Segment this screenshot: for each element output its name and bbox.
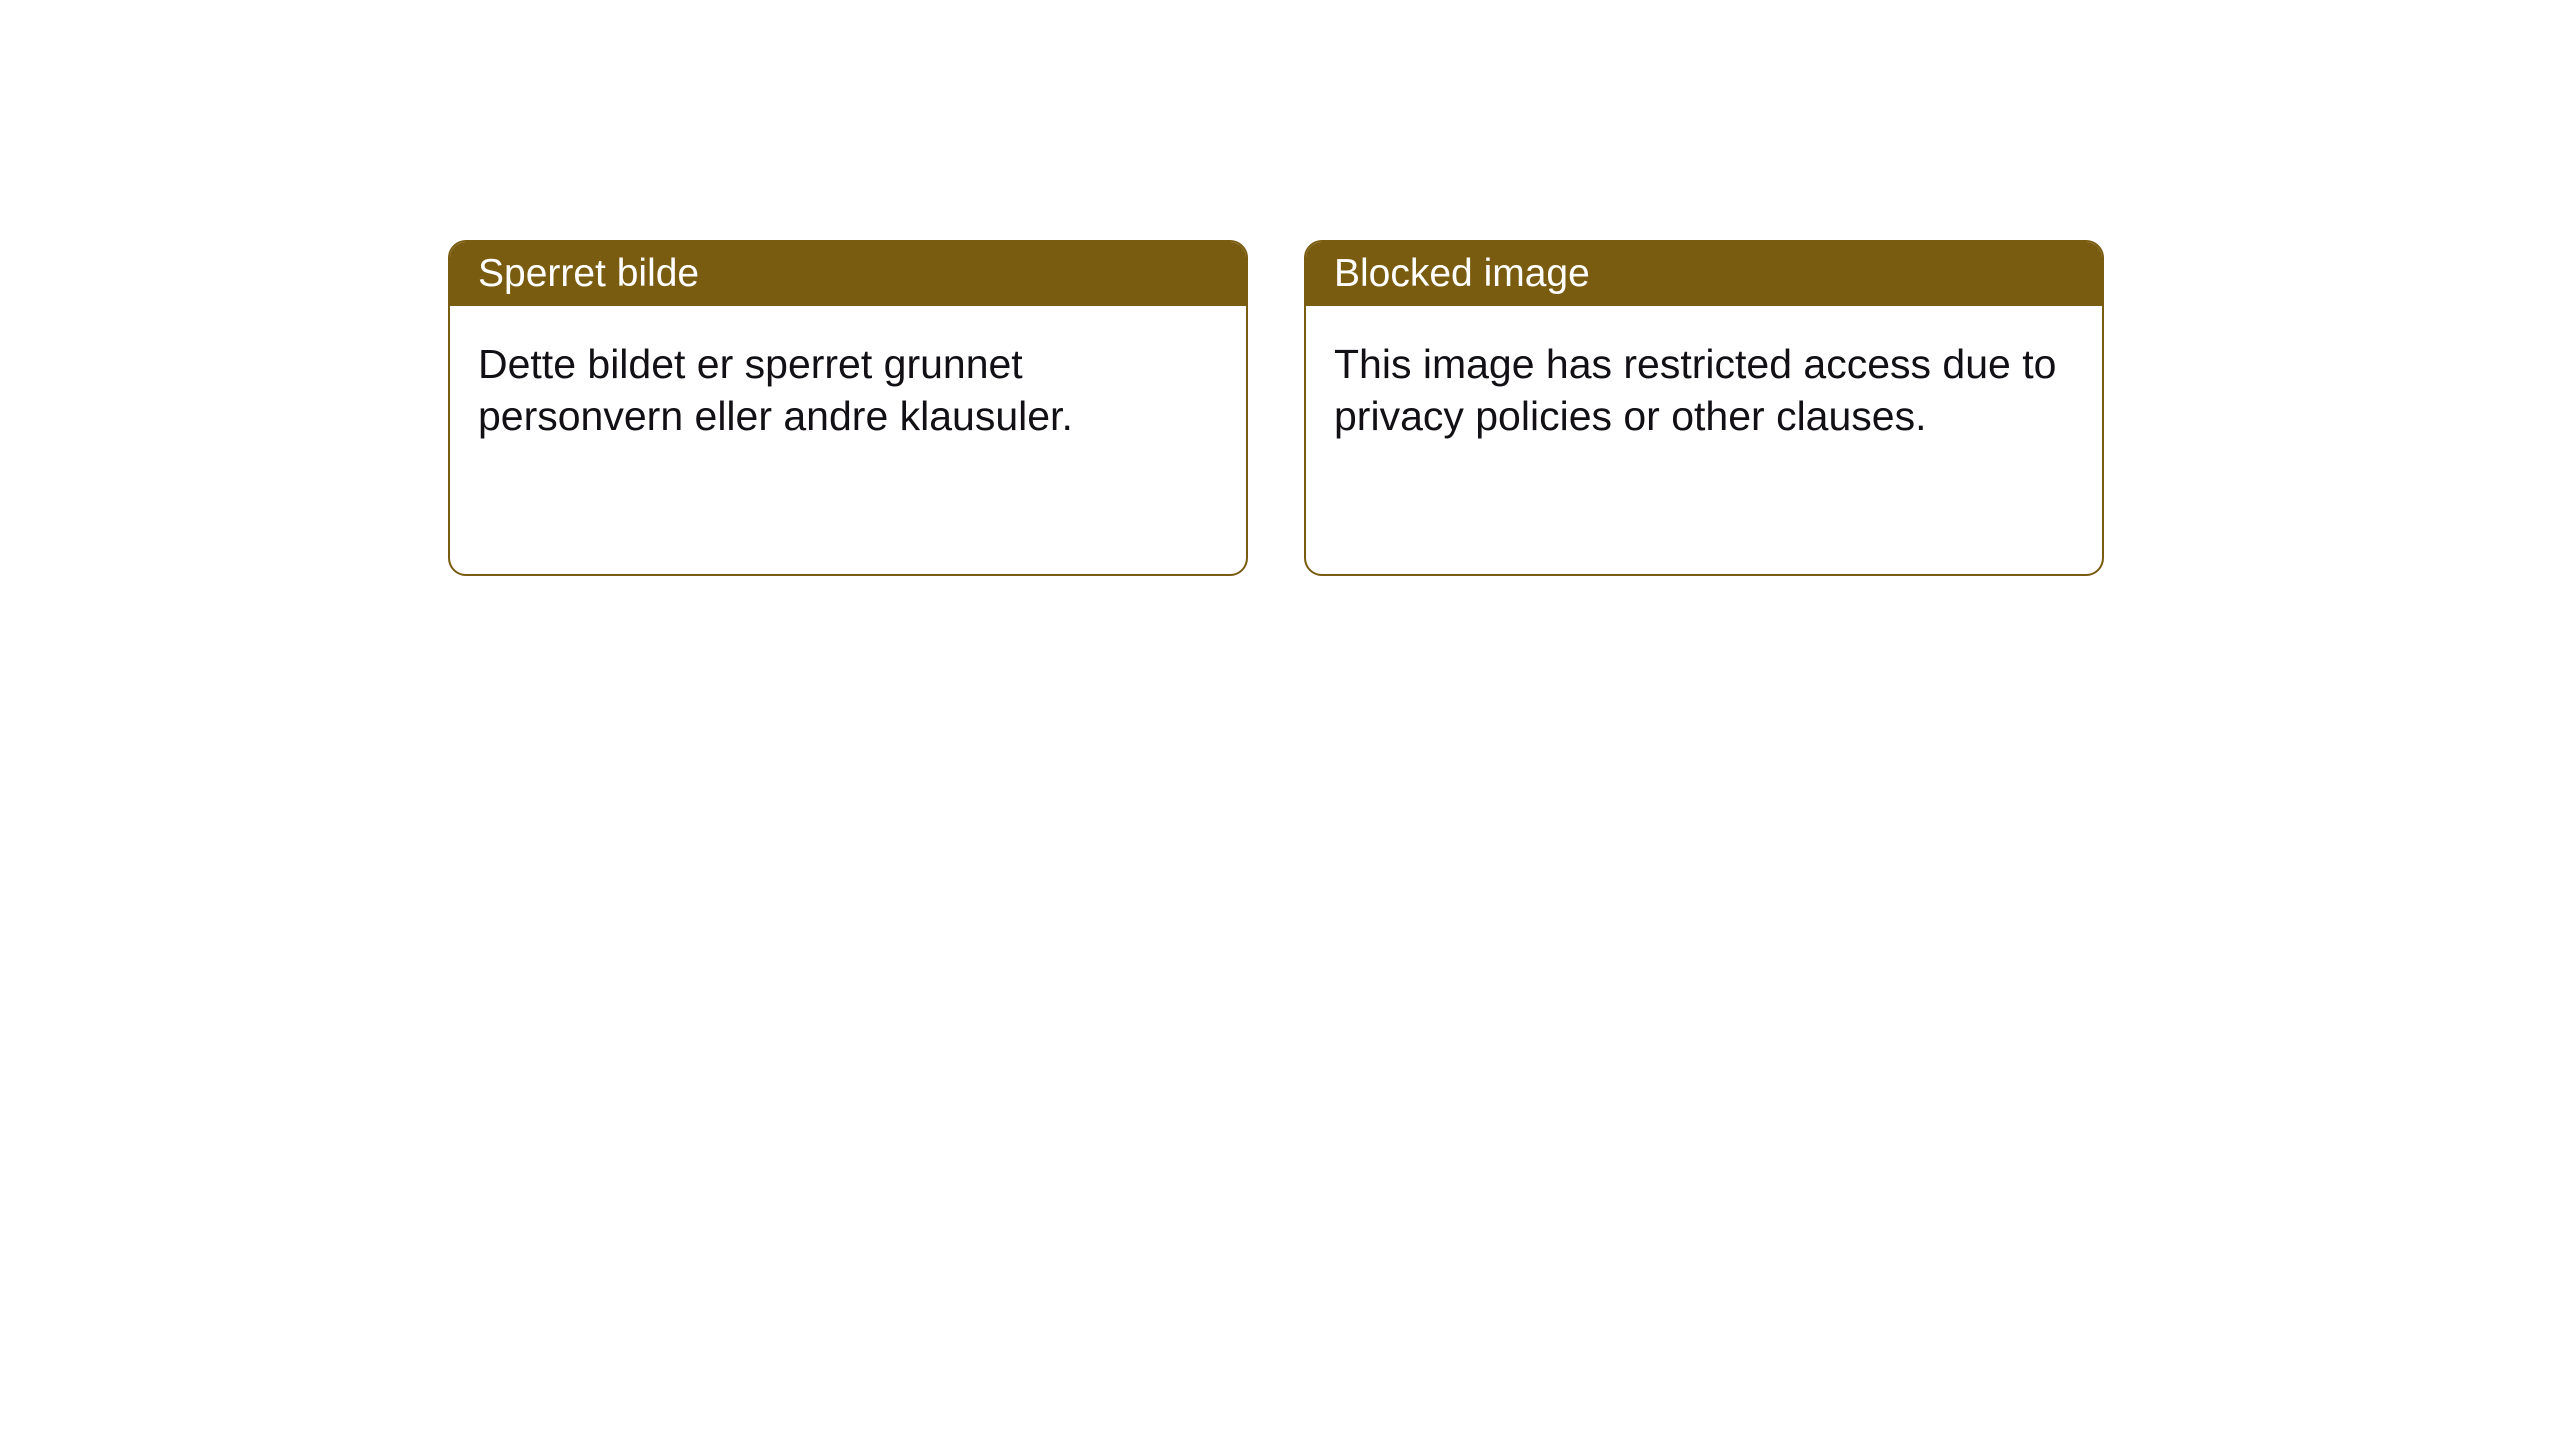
card-message-en: This image has restricted access due to … bbox=[1334, 341, 2056, 439]
card-body-en: This image has restricted access due to … bbox=[1306, 306, 2102, 475]
card-title-en: Blocked image bbox=[1334, 252, 1590, 295]
blocked-image-card-no: Sperret bilde Dette bildet er sperret gr… bbox=[448, 240, 1248, 576]
card-message-no: Dette bildet er sperret grunnet personve… bbox=[478, 341, 1073, 439]
card-title-no: Sperret bilde bbox=[478, 252, 699, 295]
notice-container: Sperret bilde Dette bildet er sperret gr… bbox=[0, 0, 2560, 576]
card-header-no: Sperret bilde bbox=[450, 242, 1246, 306]
blocked-image-card-en: Blocked image This image has restricted … bbox=[1304, 240, 2104, 576]
card-body-no: Dette bildet er sperret grunnet personve… bbox=[450, 306, 1246, 475]
card-header-en: Blocked image bbox=[1306, 242, 2102, 306]
